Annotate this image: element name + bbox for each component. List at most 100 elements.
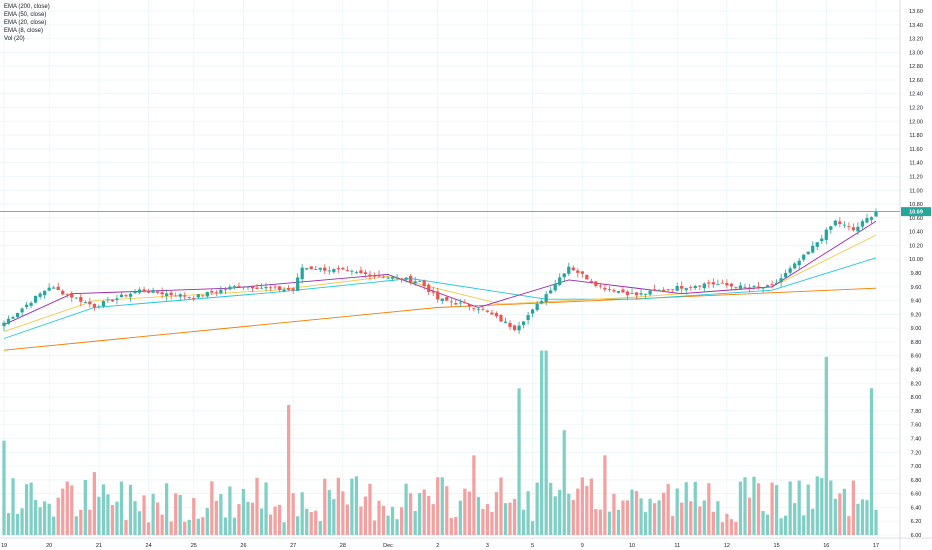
volume-bar bbox=[820, 478, 824, 535]
candle-body bbox=[784, 273, 788, 278]
volume-bar bbox=[341, 491, 345, 535]
candle-body bbox=[336, 268, 340, 270]
candle-body bbox=[34, 295, 38, 303]
candle-body bbox=[625, 291, 630, 296]
candle-body bbox=[214, 291, 218, 293]
volume-bar bbox=[729, 519, 734, 535]
candle-body bbox=[476, 308, 481, 310]
volume-bar bbox=[427, 495, 431, 535]
candle-body bbox=[296, 277, 300, 291]
volume-bar bbox=[485, 504, 490, 535]
candle-body bbox=[174, 295, 178, 297]
volume-bar bbox=[652, 503, 657, 535]
volume-bar bbox=[671, 516, 675, 535]
price-tick-label: 12.40 bbox=[909, 92, 923, 98]
volume-bar bbox=[544, 350, 548, 535]
volume-bar bbox=[445, 486, 449, 535]
volume-bar bbox=[824, 356, 828, 535]
candle-body bbox=[558, 277, 562, 285]
volume-bar bbox=[657, 500, 661, 535]
volume-bars bbox=[2, 350, 878, 535]
volume-bar bbox=[856, 503, 860, 535]
candle-body bbox=[327, 270, 331, 272]
candle-body bbox=[806, 251, 810, 255]
volume-bar bbox=[707, 483, 711, 535]
time-tick-label: 24 bbox=[146, 543, 152, 549]
volume-bar bbox=[264, 482, 268, 535]
price-axis[interactable]: 13.60 13.40 13.20 13.00 12.80 12.60 12.40 12.20… bbox=[899, 0, 931, 550]
candle-body bbox=[612, 290, 616, 292]
volume-bar bbox=[196, 518, 200, 535]
candle-body bbox=[15, 312, 20, 318]
volume-bar bbox=[314, 510, 318, 535]
volume-bar bbox=[508, 502, 512, 535]
price-tick-label: 6.80 bbox=[911, 478, 922, 484]
volume-bar bbox=[869, 388, 874, 535]
volume-bar bbox=[630, 489, 634, 535]
price-tick-label: 11.00 bbox=[909, 188, 922, 194]
candle-body bbox=[811, 245, 815, 253]
candle-body bbox=[250, 286, 255, 289]
volume-bar bbox=[255, 477, 259, 535]
candle-body bbox=[318, 267, 322, 270]
volume-bar bbox=[124, 520, 128, 535]
volume-bar bbox=[499, 477, 503, 535]
ema200-line bbox=[3, 287, 877, 351]
price-tick-label: 11.80 bbox=[909, 133, 922, 139]
volume-bar bbox=[52, 516, 56, 535]
volume-bar bbox=[693, 481, 697, 535]
candle-body bbox=[228, 286, 232, 290]
volume-bar bbox=[793, 503, 797, 535]
volume-bar bbox=[612, 493, 616, 535]
volume-bar bbox=[752, 476, 756, 535]
time-tick-label: 12 bbox=[724, 543, 730, 549]
time-axis[interactable]: 19 20 21 24 25 26 27 28 Dec 2 3 5 9 10 11 12 15 16 17 bbox=[0, 537, 932, 549]
time-tick-label: 20 bbox=[46, 543, 52, 549]
volume-bar bbox=[38, 507, 42, 535]
volume-bar bbox=[201, 517, 205, 535]
volume-bar bbox=[449, 517, 453, 535]
volume-bar bbox=[101, 484, 106, 535]
volume-bar bbox=[662, 492, 666, 535]
volume-bar bbox=[833, 498, 837, 535]
time-tick-label: 19 bbox=[1, 543, 7, 549]
candle-body bbox=[187, 297, 191, 298]
volume-bar bbox=[2, 440, 6, 535]
volume-bar bbox=[747, 497, 752, 535]
candle-body bbox=[29, 302, 33, 306]
volume-bar bbox=[643, 512, 648, 535]
candle-body bbox=[386, 277, 390, 279]
volume-bar bbox=[137, 511, 142, 535]
legend-ema50[interactable]: EMA (50, close) bbox=[4, 12, 47, 18]
candle-body bbox=[273, 286, 277, 288]
candle-body bbox=[359, 270, 363, 273]
volume-bar bbox=[558, 489, 562, 535]
volume-bar bbox=[829, 480, 833, 535]
legend-ema8[interactable]: EMA (8, close) bbox=[4, 28, 44, 34]
legend-ema20[interactable]: EMA (20, close) bbox=[4, 20, 47, 26]
volume-bar bbox=[228, 486, 232, 535]
candle-body bbox=[802, 254, 806, 260]
candle-body bbox=[662, 289, 666, 291]
candle-body bbox=[793, 263, 797, 269]
volume-bar bbox=[56, 497, 60, 535]
legend-ema200[interactable]: EMA (200, close) bbox=[4, 4, 50, 10]
candle-body bbox=[860, 221, 865, 227]
candle-body bbox=[585, 274, 589, 280]
volume-bar bbox=[83, 479, 87, 535]
candle-body bbox=[232, 285, 237, 287]
candle-body bbox=[698, 285, 702, 287]
candle-body bbox=[526, 315, 530, 321]
volume-bar bbox=[562, 430, 566, 535]
volume-bar bbox=[553, 496, 557, 535]
volume-bar bbox=[576, 488, 580, 535]
legend-volume[interactable]: Vol (20) bbox=[4, 36, 25, 42]
candle-body bbox=[404, 277, 408, 280]
volume-bar bbox=[743, 477, 747, 535]
volume-bar bbox=[259, 508, 264, 535]
volume-bar bbox=[92, 472, 96, 535]
volume-bar bbox=[133, 501, 137, 535]
candlesticks bbox=[2, 208, 878, 335]
volume-bar bbox=[598, 509, 603, 535]
